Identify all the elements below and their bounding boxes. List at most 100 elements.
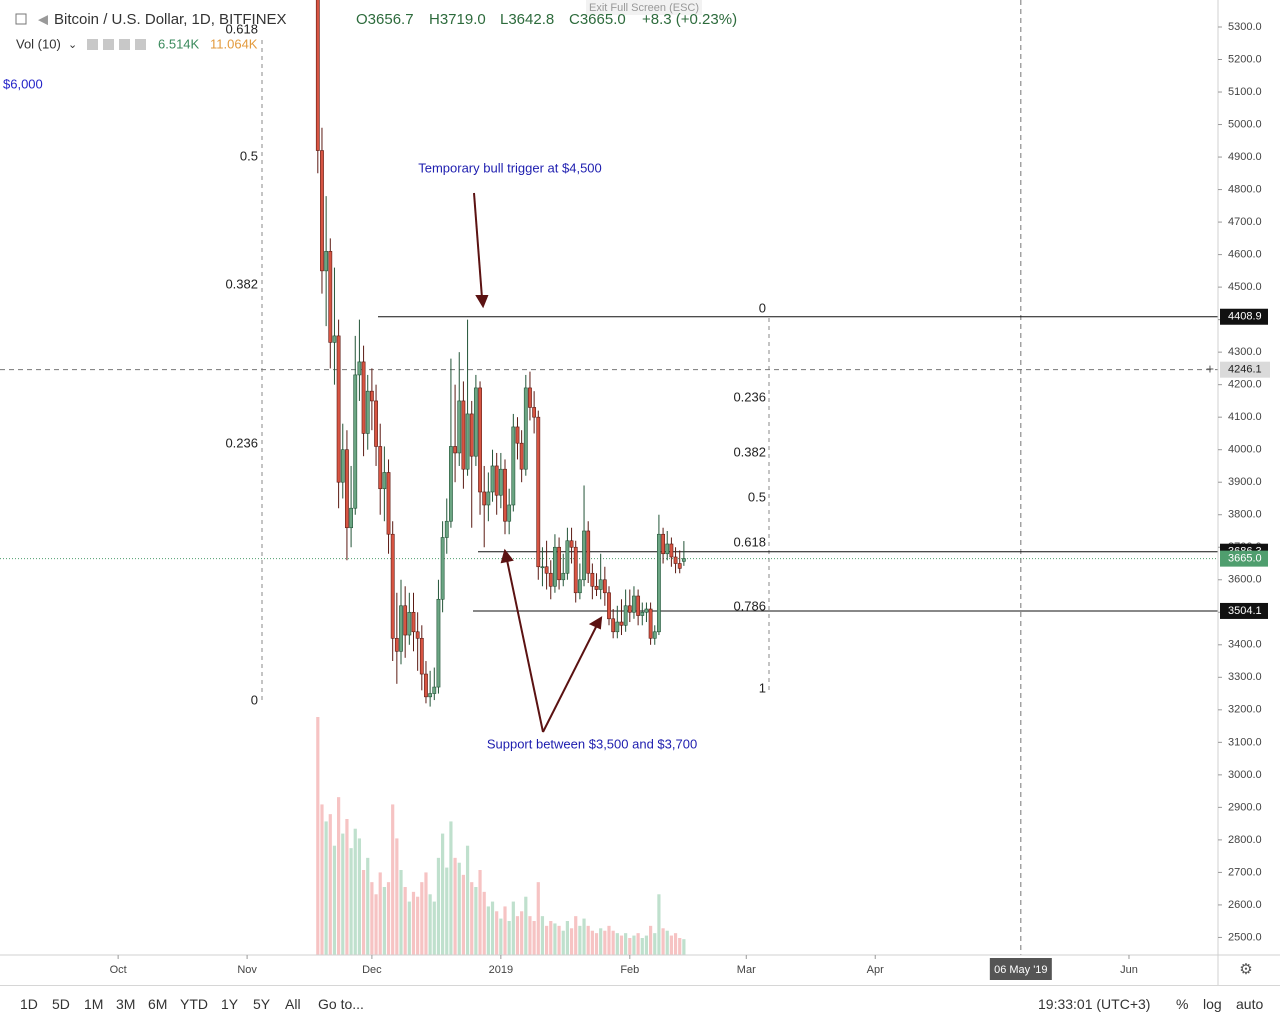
- volume-bar: [549, 921, 553, 955]
- volume-bar: [665, 930, 669, 955]
- exit-full-screen[interactable]: Exit Full Screen (ESC): [589, 2, 699, 14]
- volume-bar: [486, 906, 490, 955]
- candle-body: [644, 608, 649, 613]
- volume-bar: [594, 933, 599, 955]
- exit-box[interactable]: [586, 0, 702, 15]
- button[interactable]: [119, 39, 130, 50]
- goto[interactable]: Go to...: [318, 996, 364, 1012]
- range-button[interactable]: 5Y: [253, 996, 271, 1012]
- candle-body: [345, 449, 349, 529]
- range-button[interactable]: All: [285, 996, 301, 1012]
- y-tick-label: 4800.0: [1228, 183, 1262, 195]
- crosshair-plus: +: [1206, 360, 1214, 376]
- range-button[interactable]: YTD: [180, 996, 208, 1012]
- candle-body: [411, 611, 416, 633]
- candle-body: [528, 387, 532, 408]
- volume-bar: [353, 828, 357, 955]
- volume-bar: [482, 891, 486, 955]
- log-toggle[interactable]: log: [1203, 996, 1222, 1012]
- y-tick-label: 2500.0: [1228, 931, 1262, 943]
- candle-body: [369, 390, 374, 402]
- annotation: Support between $3,500 and $3,700: [487, 736, 697, 751]
- candle-body: [661, 533, 665, 555]
- fib-label: 0.618: [225, 21, 258, 36]
- volume-bar: [574, 916, 578, 955]
- y-tick-label: 4100.0: [1228, 411, 1262, 423]
- y-tick-label: 4000.0: [1228, 444, 1262, 456]
- fib-label: 0.786: [733, 598, 766, 613]
- fib-label: 0: [251, 692, 258, 707]
- candle-body: [315, 0, 320, 151]
- candle-body: [607, 592, 611, 620]
- range-button[interactable]: 5D: [52, 996, 70, 1012]
- dropdown[interactable]: ⌄: [68, 39, 77, 51]
- button[interactable]: [103, 39, 114, 50]
- x-tick-label: Feb: [620, 964, 639, 976]
- volume-bar: [424, 872, 428, 955]
- candle-body: [382, 472, 387, 490]
- last-price-label: 3665.0: [1228, 553, 1262, 565]
- volume-bar: [553, 923, 557, 955]
- volume-bar: [490, 901, 495, 955]
- volume-bar: [361, 870, 366, 955]
- collapse-icon[interactable]: [15, 13, 27, 25]
- y-tick-label: 3300.0: [1228, 671, 1262, 683]
- range-button[interactable]: 6M: [148, 996, 168, 1012]
- range-button[interactable]: 3M: [116, 996, 136, 1012]
- y-tick-label: 3900.0: [1228, 476, 1262, 488]
- price-line-box: [1220, 308, 1268, 325]
- candle-body: [428, 693, 433, 698]
- candle-body: [532, 407, 537, 418]
- volume-bar: [395, 838, 399, 955]
- candle-body: [536, 416, 541, 568]
- candle-body: [440, 537, 445, 600]
- volume-bar: [499, 918, 503, 955]
- candle-body: [548, 572, 553, 587]
- x-tick-label: Mar: [737, 964, 756, 976]
- range-button[interactable]: 1Y: [221, 996, 239, 1012]
- percent-toggle[interactable]: %: [1176, 996, 1189, 1012]
- price-line-label: 3504.1: [1228, 605, 1262, 617]
- candle-body: [519, 442, 524, 470]
- candle-body: [553, 546, 557, 587]
- fib-label: 0.5: [240, 148, 258, 163]
- candle-body: [357, 361, 362, 376]
- range-button[interactable]: 1D: [20, 996, 38, 1012]
- volume-bar: [636, 933, 640, 955]
- y-tick-label: 4200.0: [1228, 379, 1262, 391]
- volume-bar: [320, 804, 324, 955]
- candle-body: [632, 595, 636, 613]
- candle-body: [665, 543, 670, 555]
- candle-body: [386, 472, 391, 535]
- x-tick-label: Apr: [867, 964, 884, 976]
- volume-bar: [382, 887, 386, 955]
- volume-label: Vol (10): [16, 36, 61, 51]
- range-button[interactable]: 1M: [84, 996, 104, 1012]
- candle-body: [623, 605, 628, 626]
- volume-bar: [332, 845, 337, 955]
- candle-body: [324, 251, 329, 272]
- candle-body: [353, 374, 358, 509]
- settings-icon[interactable]: ⚙: [1239, 961, 1252, 978]
- volume-bar: [653, 933, 657, 955]
- volume-bar: [520, 911, 524, 955]
- volume-bar: [465, 845, 470, 955]
- ohlc-low: L3642.8: [500, 11, 554, 28]
- annotation: Temporary bull trigger at $4,500: [418, 160, 602, 175]
- volume-ma: 11.064K: [210, 36, 258, 51]
- candle-body: [598, 579, 603, 590]
- candle-body: [627, 605, 632, 613]
- candle-body: [390, 533, 395, 639]
- back-icon[interactable]: ◀: [38, 11, 48, 26]
- button[interactable]: [87, 39, 98, 50]
- y-tick-label: 2800.0: [1228, 834, 1262, 846]
- volume-bar: [611, 930, 615, 955]
- candle-body: [615, 621, 620, 633]
- candle-body: [669, 543, 674, 558]
- candle-body: [399, 605, 403, 652]
- button[interactable]: [135, 39, 146, 50]
- auto-toggle[interactable]: auto: [1236, 996, 1264, 1012]
- volume-bar: [628, 938, 632, 955]
- volume-bar: [428, 894, 432, 955]
- volume-bar: [378, 872, 382, 955]
